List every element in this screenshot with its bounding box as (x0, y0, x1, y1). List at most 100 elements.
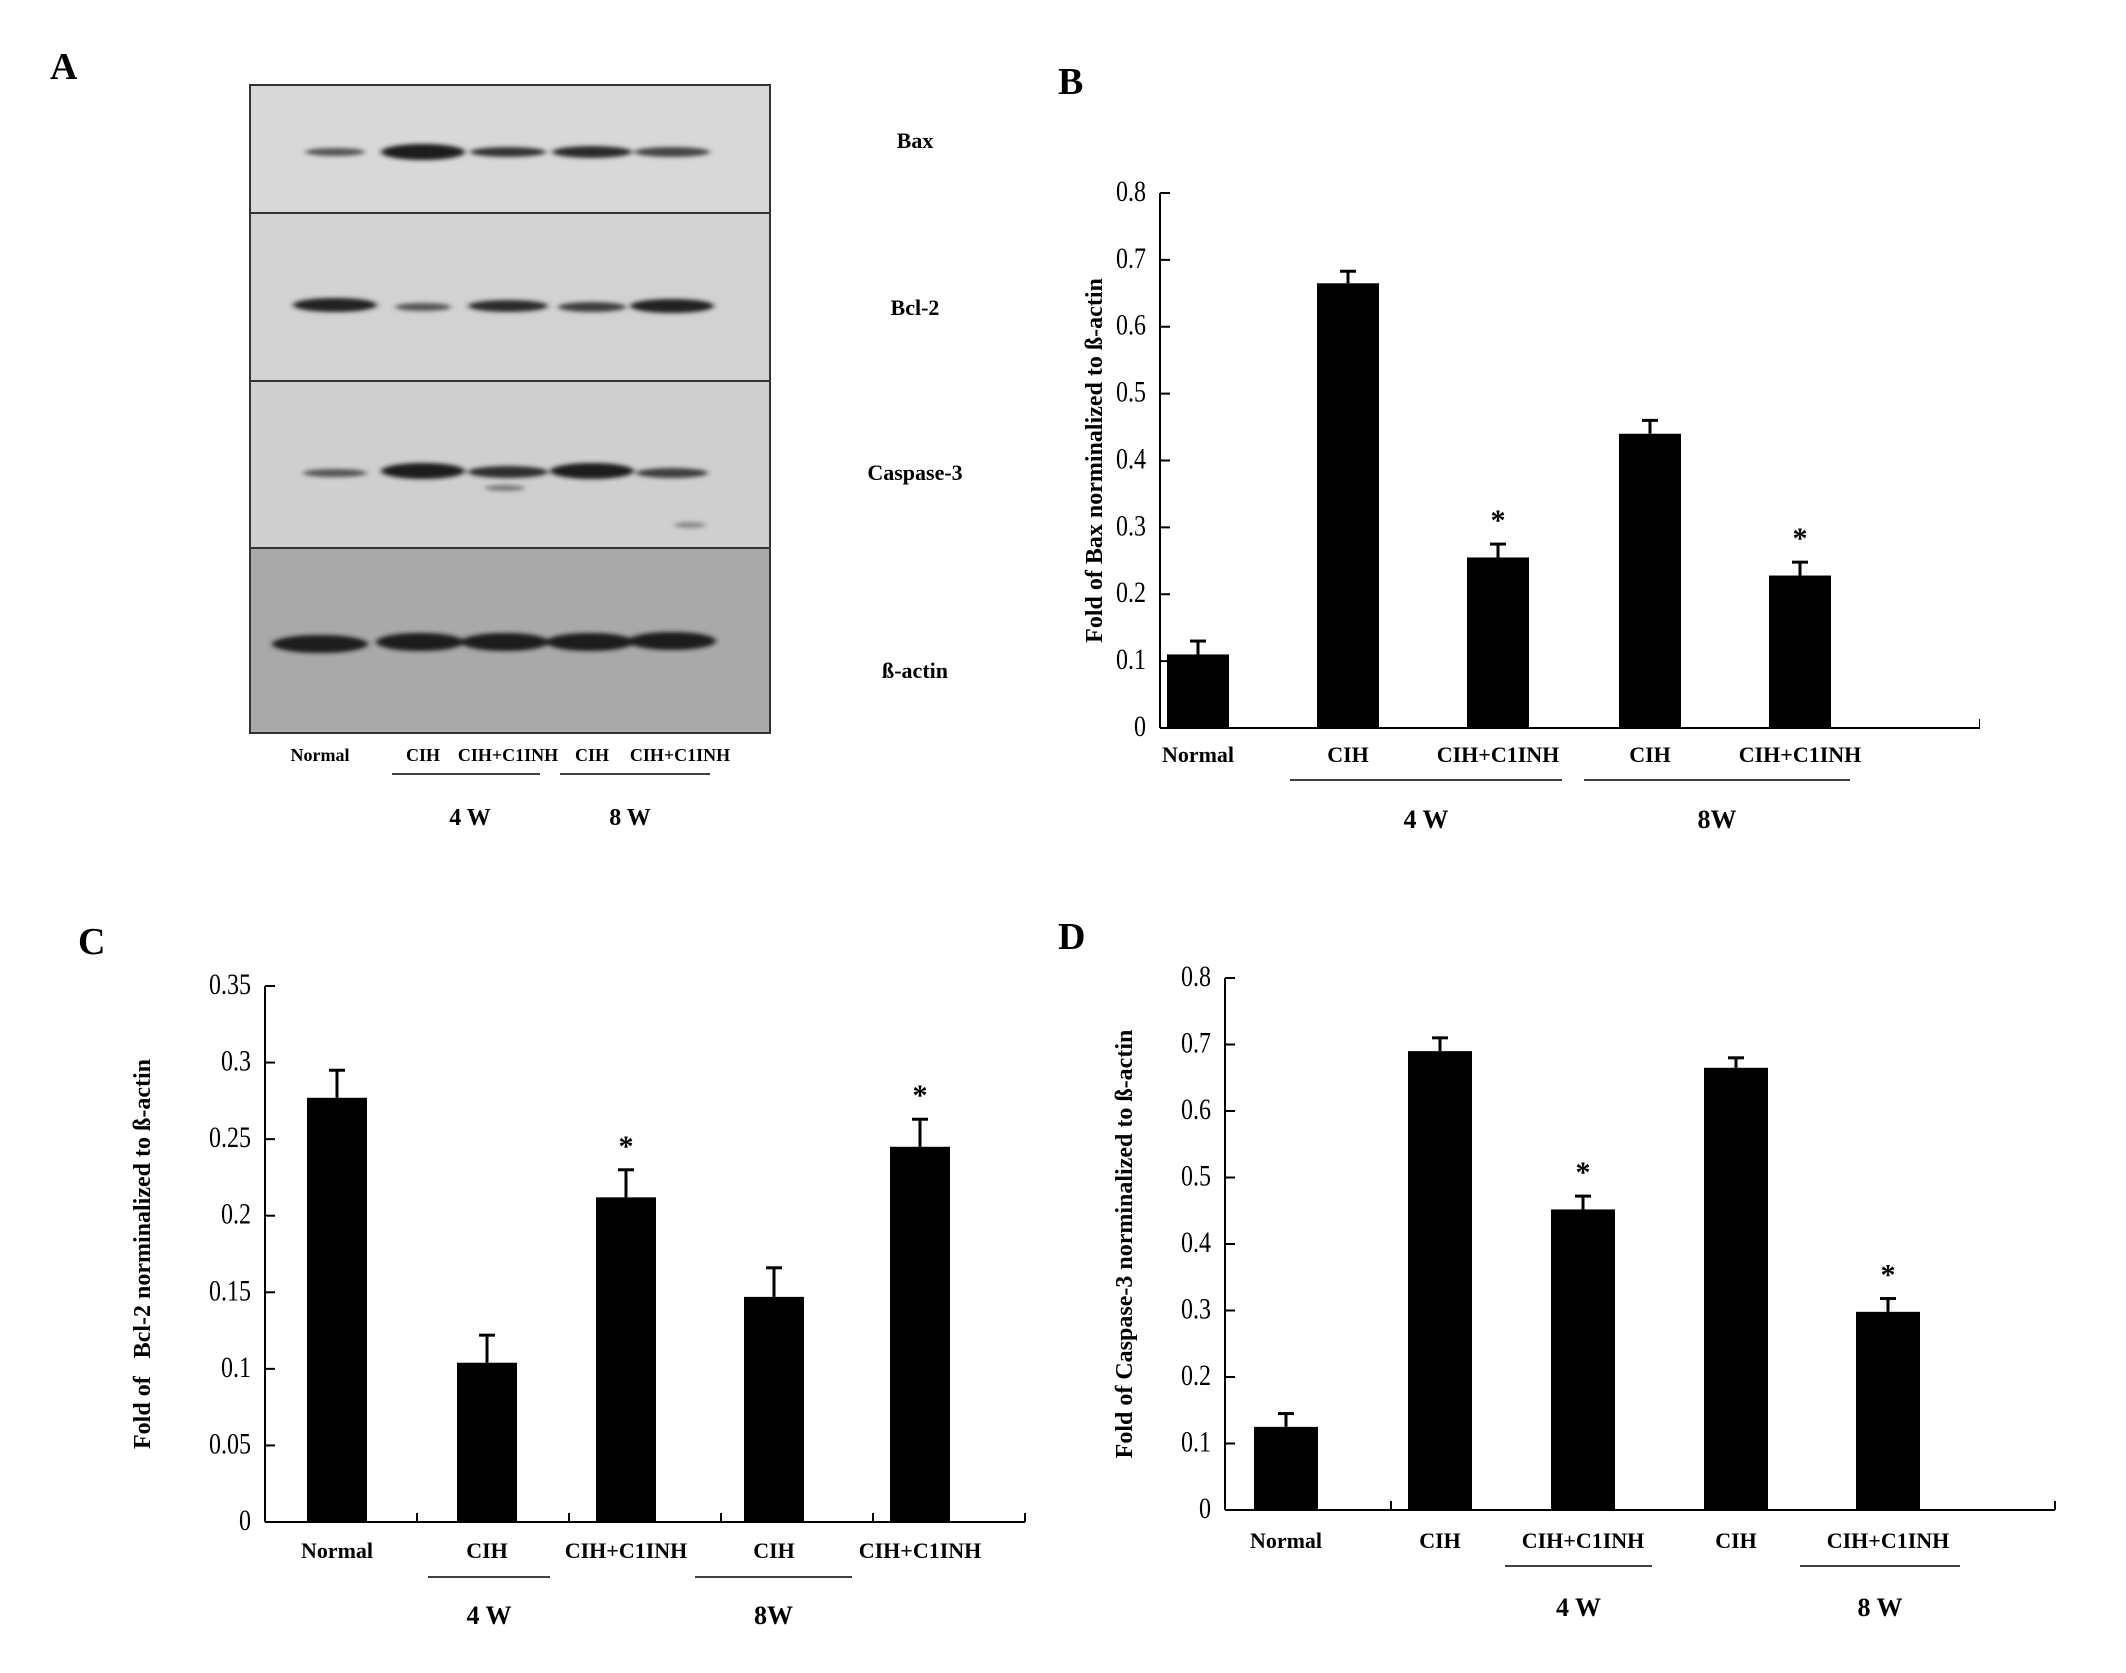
bar (890, 1146, 950, 1522)
band (628, 632, 716, 650)
bar (596, 1197, 656, 1522)
bar (1408, 1051, 1472, 1510)
significance-marker: * (913, 1079, 928, 1112)
y-axis-label: Fold of Bax norminalized to ß-actin (1082, 278, 1108, 643)
bar-chart-bcl2: 0 0.05 0.1 0.15 0.2 0.25 0.3 0.35 Fold of Bcl-2 … (130, 967, 1026, 1630)
band (470, 147, 546, 157)
y-tick-label: 0.5 (1181, 1159, 1211, 1192)
group-label: 4 W (1403, 805, 1448, 834)
bar (1317, 283, 1379, 728)
band (395, 303, 451, 311)
y-tick-label: 0 (1199, 1491, 1211, 1524)
category-label: CIH+C1INH (1827, 1528, 1950, 1553)
y-tick-label: 0.4 (1181, 1225, 1211, 1258)
y-tick-label: 0.1 (1181, 1425, 1211, 1458)
y-tick-label: 0.3 (1181, 1292, 1211, 1325)
band (558, 302, 626, 312)
band (305, 148, 365, 156)
band (468, 466, 548, 478)
category-label: CIH (1715, 1528, 1757, 1553)
band (381, 144, 465, 160)
bar-chart-caspase3: 0 0.1 0.2 0.3 0.4 0.5 0.6 0.7 0.8 Fold of Caspase… (1112, 959, 2056, 1622)
category-label: CIH+C1INH (565, 1538, 688, 1563)
lane-label: CIH (575, 745, 609, 765)
category-label: CIH+C1INH (1437, 742, 1560, 767)
y-tick-label: 0.4 (1116, 442, 1146, 475)
y-tick-label: 0.8 (1116, 174, 1146, 207)
bar (1167, 654, 1229, 728)
y-tick-label: 0.2 (221, 1197, 251, 1230)
category-label: CIH+C1INH (1739, 742, 1862, 767)
y-tick-label: 0.2 (1181, 1358, 1211, 1391)
bar (1704, 1067, 1768, 1510)
y-axis-label: Fold of Bcl-2 norminalized to ß-actin (130, 1059, 156, 1449)
category-label: CIH (1419, 1528, 1461, 1553)
lane-label: Normal (291, 745, 350, 765)
actin-bands (272, 632, 716, 653)
y-tick-label: 0.3 (221, 1044, 251, 1077)
band (630, 299, 714, 313)
blot-strip-bcl2 (249, 212, 771, 382)
group-label: 4 W (466, 1601, 511, 1630)
caspase3-bands (303, 463, 708, 528)
significance-marker: * (1491, 504, 1506, 537)
y-tick-label: 0.3 (1116, 509, 1146, 542)
bar (1254, 1426, 1318, 1510)
y-tick-label: 0.7 (1116, 241, 1146, 274)
group-label-4w: 4 W (449, 805, 491, 831)
band (552, 146, 632, 158)
band (272, 635, 368, 653)
protein-label-bcl2: Bcl-2 (891, 295, 940, 320)
protein-label-caspase3: Caspase-3 (867, 460, 962, 485)
bar (744, 1296, 804, 1522)
y-tick-label: 0.15 (209, 1274, 251, 1307)
significance-marker: * (1793, 522, 1808, 555)
western-blot-panel: Bax Bcl-2 Caspase-3 ß-actin Normal CIH C… (249, 84, 963, 831)
y-tick-label: 0.6 (1116, 308, 1146, 341)
group-label: 8W (754, 1601, 793, 1630)
band (674, 522, 706, 528)
band (376, 633, 464, 651)
bax-bands (305, 144, 710, 160)
category-label: CIH (1629, 742, 1671, 767)
y-tick-label: 0 (1134, 709, 1146, 742)
band (485, 485, 525, 491)
category-label: CIH+C1INH (1522, 1528, 1645, 1553)
band (468, 300, 548, 312)
band (634, 147, 710, 157)
category-label: Normal (1162, 742, 1234, 767)
category-label: Normal (301, 1538, 373, 1563)
bcl2-bands (293, 298, 714, 313)
protein-label-bax: Bax (897, 128, 934, 153)
bar (1467, 557, 1529, 728)
group-label: 8 W (1857, 1593, 1902, 1622)
category-label: CIH (753, 1538, 795, 1563)
group-label: 8W (1698, 805, 1737, 834)
category-label: Normal (1250, 1528, 1322, 1553)
significance-marker: * (1576, 1156, 1591, 1189)
y-axis-label: Fold of Caspase-3 norminalized to ß-acti… (1112, 1030, 1138, 1459)
panel-letter-b: B (1058, 61, 1084, 103)
significance-marker: * (1881, 1259, 1896, 1292)
band (636, 468, 708, 478)
band (550, 463, 634, 479)
lane-label: CIH+C1INH (630, 745, 730, 765)
y-tick-label: 0.35 (209, 967, 251, 1000)
category-label: CIH+C1INH (859, 1538, 982, 1563)
y-tick-label: 0.6 (1181, 1092, 1211, 1125)
panel-letter-a: A (50, 46, 78, 88)
bar (1856, 1311, 1920, 1510)
group-label: 4 W (1556, 1593, 1601, 1622)
bar (457, 1362, 517, 1522)
band (293, 298, 377, 312)
bar-chart-bax: 0 0.1 0.2 0.3 0.4 0.5 0.6 0.7 0.8 Fold of Bax nor… (1082, 174, 1980, 834)
y-tick-label: 0.05 (209, 1427, 251, 1460)
y-tick-label: 0.1 (221, 1350, 251, 1383)
category-label: CIH (1327, 742, 1369, 767)
bar (1769, 575, 1831, 728)
band (381, 463, 465, 479)
bar (307, 1097, 367, 1522)
y-tick-label: 0.1 (1116, 643, 1146, 676)
group-label-8w: 8 W (609, 805, 651, 831)
lane-label: CIH (406, 745, 440, 765)
